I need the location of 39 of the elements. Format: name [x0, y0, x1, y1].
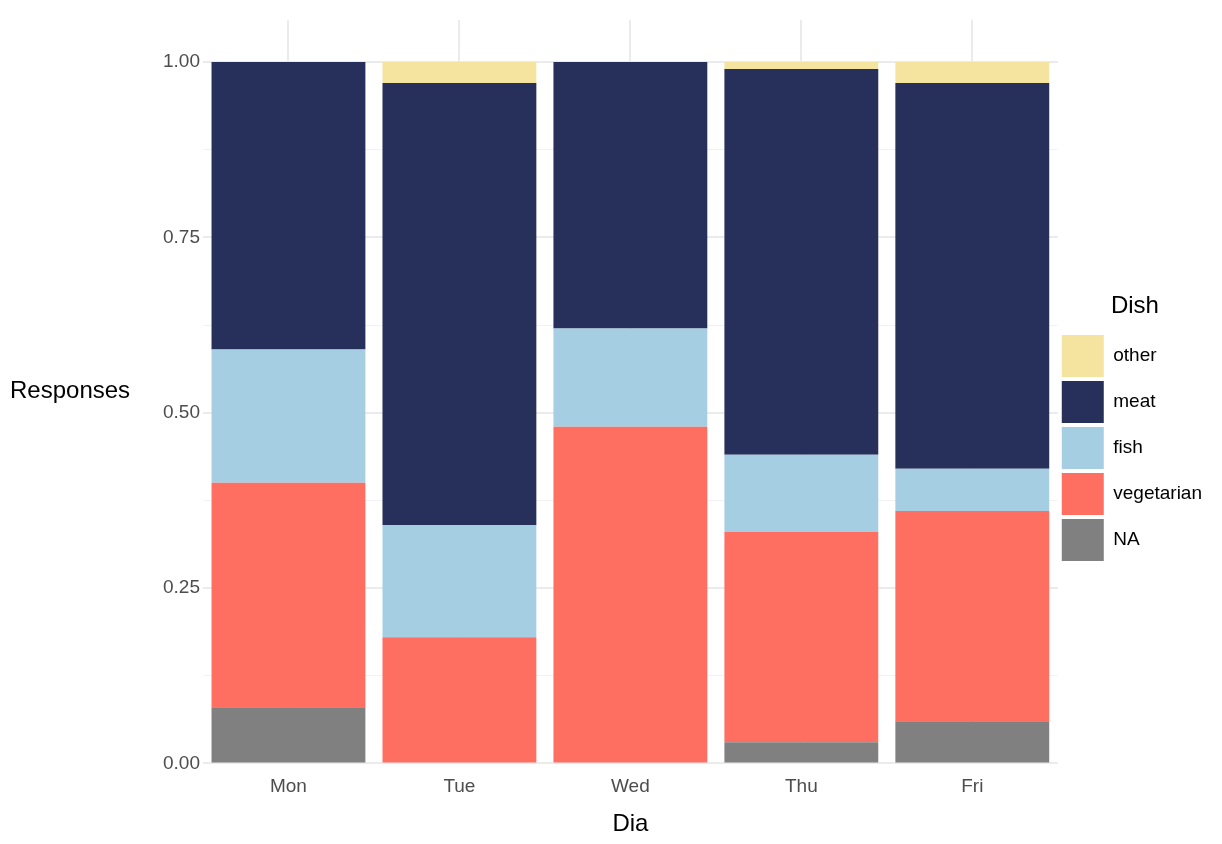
legend-label: NA [1113, 528, 1140, 550]
legend-label: other [1113, 344, 1158, 366]
y-tick-label: 0.25 [163, 576, 200, 598]
y-tick-label: 1.00 [163, 50, 200, 72]
legend-label: vegetarian [1113, 482, 1203, 504]
x-tick-label: Wed [611, 775, 650, 797]
bar [724, 531, 879, 743]
bar [724, 742, 879, 763]
x-tick-label: Thu [784, 775, 818, 797]
bar [553, 426, 708, 763]
legend-label: fish [1113, 436, 1143, 458]
bar [211, 62, 366, 350]
bar [382, 524, 537, 638]
legend-label: meat [1113, 390, 1157, 412]
x-tick-label: Fri [961, 775, 984, 797]
bar [724, 454, 879, 532]
y-tick-label: 0.00 [163, 751, 200, 773]
x-axis-title: Dia [612, 809, 650, 837]
bar [211, 482, 366, 708]
legend-title: Dish [1110, 290, 1159, 318]
bar [895, 468, 1050, 511]
bar [553, 328, 708, 427]
x-tick-label: Mon [269, 775, 307, 797]
bar [382, 637, 537, 763]
bar [211, 349, 366, 483]
bar [211, 707, 366, 763]
x-tick-label: Tue [443, 775, 476, 797]
bar [724, 62, 879, 70]
y-tick-label: 0.75 [163, 225, 200, 247]
bar [382, 62, 537, 84]
bar [895, 83, 1050, 469]
bar [382, 83, 537, 525]
bar [724, 69, 879, 455]
bar [895, 721, 1050, 763]
bar [553, 62, 708, 329]
bar [895, 62, 1050, 84]
bar [895, 510, 1050, 722]
y-tick-label: 0.50 [163, 400, 200, 422]
y-axis-title: Responses [10, 376, 131, 404]
